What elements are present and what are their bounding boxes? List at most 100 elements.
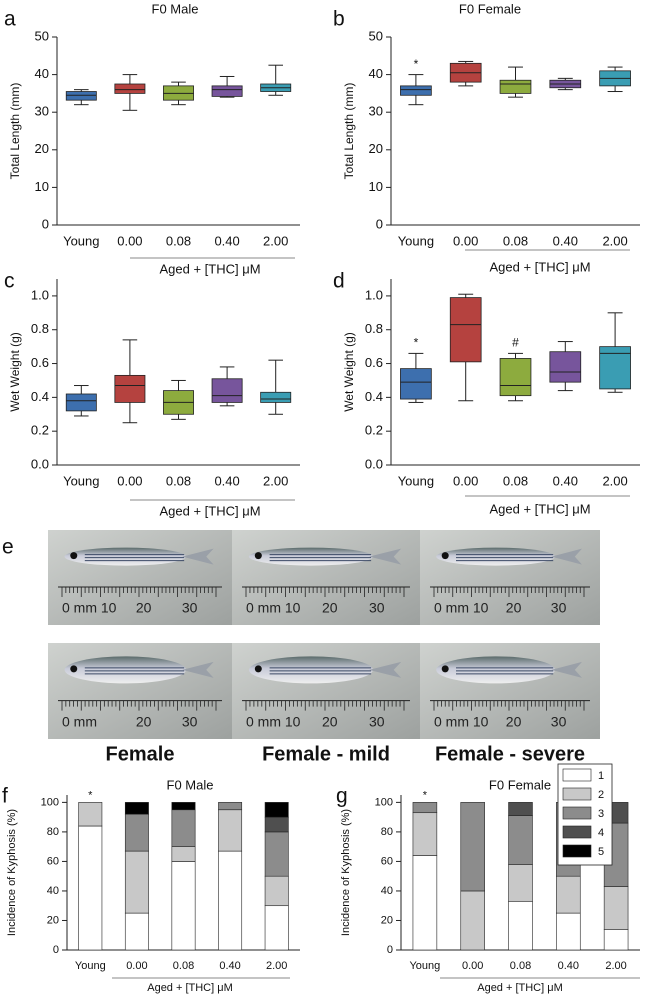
significance-mark: *: [423, 789, 428, 801]
bar-segment: [78, 825, 103, 951]
legend-label: 4: [598, 827, 604, 839]
x-tick-label: 2.00: [263, 233, 288, 248]
legend-label: 3: [598, 808, 604, 820]
ruler-label: 0 mm: [62, 713, 97, 729]
y-tick-label: 10: [35, 179, 49, 194]
panel-label: c: [4, 270, 15, 293]
bar-segment: [124, 813, 149, 852]
fish-eye: [70, 552, 78, 560]
fish-eye: [70, 665, 78, 673]
x-tick-label: 0.40: [214, 473, 239, 488]
photo-caption: Female - mild: [262, 743, 390, 765]
box: [499, 358, 532, 397]
x-tick-label: 0.08: [510, 960, 531, 972]
box: [260, 391, 292, 403]
photo-background: [420, 530, 600, 625]
fish-eye: [254, 665, 262, 673]
ruler-label: 0 mm 10: [246, 600, 301, 616]
x-tick-label: 0.40: [558, 960, 579, 972]
y-tick-label: 100: [375, 796, 393, 808]
fish-tail: [182, 548, 214, 565]
legend-swatch: [562, 768, 592, 782]
y-tick-label: 0.8: [365, 321, 383, 336]
y-tick-label: 1.0: [365, 287, 383, 302]
bar-segment: [412, 855, 438, 951]
chart-title: F0 Male: [152, 1, 199, 16]
panel-label: g: [336, 785, 348, 808]
x-tick-label: 0.40: [553, 233, 578, 248]
y-tick-label: 0: [376, 216, 383, 231]
y-tick-label: 0.0: [365, 456, 383, 471]
y-tick-label: 60: [47, 855, 59, 867]
x-tick-label: 0.40: [214, 233, 239, 248]
bar-segment: [124, 850, 149, 914]
fish-body: [248, 547, 373, 566]
bar-segment: [460, 802, 485, 892]
y-tick-label: 20: [35, 141, 49, 156]
x-tick-label: 0.00: [117, 233, 142, 248]
y-tick-label: 30: [35, 104, 49, 119]
bar-segment: [264, 905, 289, 951]
y-tick-label: 60: [381, 855, 393, 867]
chart-title: F0 Male: [167, 777, 214, 792]
group-label: Aged + [THC] μM: [477, 982, 563, 994]
significance-mark: *: [414, 336, 419, 350]
bar-segment: [264, 816, 289, 833]
legend-label: 5: [598, 846, 604, 858]
bar-segment: [218, 809, 243, 852]
fish-tail: [551, 661, 582, 678]
x-tick-label: Young: [398, 473, 434, 488]
x-tick-label: 0.00: [453, 473, 478, 488]
bar-segment: [412, 802, 438, 814]
group-label: Aged + [THC] μM: [159, 503, 260, 518]
ruler-label: 20: [322, 600, 338, 616]
fish-body: [64, 656, 186, 684]
y-tick-label: 40: [35, 66, 49, 81]
ruler-label: 0 mm 10: [246, 713, 301, 729]
y-tick-label: 0.2: [365, 423, 383, 438]
x-tick-label: Young: [75, 960, 106, 972]
panel-label: f: [2, 785, 8, 808]
box: [400, 85, 432, 96]
x-tick-label: 0.00: [117, 473, 142, 488]
y-tick-label: 20: [47, 914, 59, 926]
x-tick-label: 2.00: [605, 960, 626, 972]
ruler-label: 30: [551, 713, 567, 729]
bar-segment: [603, 929, 629, 951]
bar-segment: [508, 802, 533, 816]
x-tick-label: 0.08: [503, 473, 528, 488]
bar-segment: [508, 900, 533, 951]
x-tick-label: 0.00: [462, 960, 483, 972]
chart-title: F0 Female: [489, 777, 551, 792]
ruler-label: 0 mm 10: [434, 600, 489, 616]
box: [549, 351, 582, 383]
y-tick-label: 40: [381, 885, 393, 897]
legend-swatch: [562, 844, 592, 858]
photo: 0 mm 20 30: [48, 643, 232, 739]
y-tick-label: 1.0: [31, 287, 49, 302]
box: [65, 393, 97, 412]
y-tick-label: 20: [381, 914, 393, 926]
y-tick-label: 0.8: [31, 321, 49, 336]
box: [65, 91, 97, 101]
bar-segment: [171, 846, 196, 862]
panel-label: b: [333, 8, 345, 31]
photo: 0 mm 10 20 30: [232, 643, 420, 739]
ruler-label: 20: [136, 600, 152, 616]
y-axis-label: Incidence of Kyphosis (%): [340, 809, 352, 936]
bar-segment: [264, 802, 289, 818]
box: [449, 297, 482, 363]
x-tick-label: 0.00: [453, 233, 478, 248]
bar-segment: [412, 812, 438, 856]
y-tick-label: 10: [369, 179, 383, 194]
x-tick-label: 0.08: [166, 473, 191, 488]
y-tick-label: 40: [369, 66, 383, 81]
box: [114, 374, 146, 403]
ruler-label: 30: [182, 600, 198, 616]
photo-caption: Female - severe: [435, 743, 585, 765]
x-tick-label: 0.40: [219, 960, 240, 972]
ruler-label: 20: [506, 713, 522, 729]
bar-segment: [124, 912, 149, 951]
significance-mark: *: [414, 57, 419, 71]
